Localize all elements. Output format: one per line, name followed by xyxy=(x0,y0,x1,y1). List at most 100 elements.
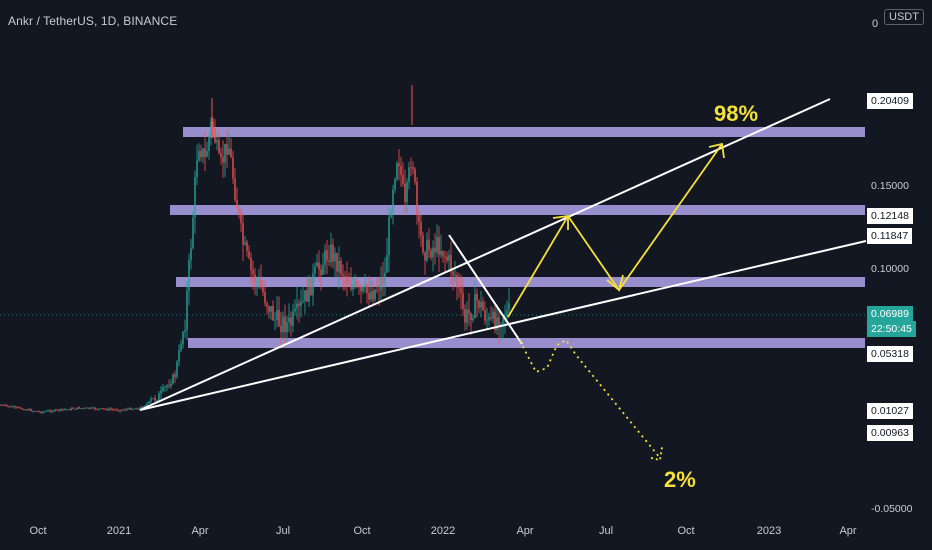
trendline-upper[interactable] xyxy=(139,98,831,411)
trendline-lower[interactable] xyxy=(139,240,867,411)
candle-body xyxy=(26,409,28,411)
candle-body xyxy=(220,152,222,158)
last-price-label: 0.06989 xyxy=(867,306,913,322)
candle-body xyxy=(54,409,56,412)
candle-body xyxy=(222,157,224,163)
support-zone-2[interactable] xyxy=(188,338,865,348)
candle-body xyxy=(216,140,218,143)
candle-body xyxy=(466,309,468,323)
candle-body xyxy=(476,293,478,301)
candle-body xyxy=(502,317,504,324)
candle-body xyxy=(360,286,362,292)
candle-body xyxy=(334,252,336,262)
support-zone-1[interactable] xyxy=(176,277,865,287)
candle-body xyxy=(426,239,428,261)
candle-body xyxy=(414,169,416,182)
resistance-zone-top[interactable] xyxy=(183,127,865,137)
time-axis-label: Jul xyxy=(275,525,291,537)
candle-body xyxy=(74,409,76,410)
candle-body xyxy=(294,308,296,312)
candle-body xyxy=(350,284,352,290)
countdown-label: 22:50:45 xyxy=(867,321,916,337)
candle-body xyxy=(416,181,418,215)
candle-body xyxy=(4,405,6,406)
candle-body xyxy=(328,260,330,262)
candle-body xyxy=(272,306,274,321)
bearish-arrowhead xyxy=(650,446,663,462)
candle-body xyxy=(66,409,68,411)
candle-body xyxy=(460,288,462,294)
candle-body xyxy=(366,284,368,293)
candle-body xyxy=(14,406,16,408)
candle-body xyxy=(40,411,42,413)
candle-body xyxy=(18,407,20,409)
candle-body xyxy=(312,273,314,296)
candle-body xyxy=(134,408,136,410)
bullish-projection-path[interactable] xyxy=(507,143,723,318)
candle-body xyxy=(164,387,166,388)
candle-body xyxy=(48,410,50,412)
symbol-title: Ankr / TetherUS, 1D, BINANCE xyxy=(8,14,178,28)
candle-body xyxy=(444,256,446,258)
candle-body xyxy=(480,301,482,308)
candle-body xyxy=(106,409,108,411)
candle-body xyxy=(454,275,456,276)
candle-body xyxy=(108,408,110,411)
candle-body xyxy=(260,279,262,288)
candle-body xyxy=(318,262,320,270)
candle-body xyxy=(304,290,306,301)
candle-body xyxy=(306,290,308,302)
time-axis-label: Jul xyxy=(598,525,614,537)
downside-annotation: 2% xyxy=(664,467,696,492)
candle-body xyxy=(348,283,350,285)
candle-body xyxy=(280,325,282,333)
candle-body xyxy=(144,405,146,407)
candle-body xyxy=(0,405,2,406)
candle-body xyxy=(378,290,380,291)
candle-body xyxy=(124,409,126,411)
candle-body xyxy=(352,284,354,290)
time-axis-label: 2023 xyxy=(756,525,782,537)
trendline-short-down[interactable] xyxy=(448,234,523,345)
currency-badge[interactable]: USDT xyxy=(884,9,924,25)
time-axis-label: 2022 xyxy=(430,525,456,537)
candle-body xyxy=(302,300,304,302)
candle-body xyxy=(396,163,398,180)
candle-body xyxy=(212,121,214,128)
candle-body xyxy=(300,301,302,306)
candle-body xyxy=(84,407,86,409)
candle-body xyxy=(474,293,476,319)
candle-body xyxy=(314,266,316,274)
candle-body xyxy=(34,410,36,412)
candle-body xyxy=(2,405,4,406)
candle-body xyxy=(174,374,176,377)
candle-body xyxy=(436,237,438,253)
candle-body xyxy=(376,289,378,291)
candle-body xyxy=(102,408,104,410)
candle-body xyxy=(16,406,18,408)
resistance-zone-2[interactable] xyxy=(170,205,865,215)
candle-body xyxy=(162,387,164,391)
candle-body xyxy=(450,255,452,272)
candle-body xyxy=(402,175,404,184)
candle-body xyxy=(264,292,266,304)
candle-body xyxy=(270,306,272,312)
candle-body xyxy=(168,385,170,387)
candle-body xyxy=(326,250,328,261)
price-label: 0.12148 xyxy=(867,208,913,224)
candle-body xyxy=(400,166,402,176)
candle-body xyxy=(58,409,60,411)
candle-body xyxy=(338,260,340,272)
candle-body xyxy=(394,179,396,190)
candle-body xyxy=(22,409,24,410)
bearish-projection-path[interactable] xyxy=(519,338,661,459)
candle-body xyxy=(194,177,196,218)
candle-body xyxy=(410,167,412,169)
candle-body xyxy=(86,407,88,409)
time-axis-label: Oct xyxy=(677,525,695,537)
candle-body xyxy=(310,278,312,296)
candle-body xyxy=(288,317,290,323)
candle-body xyxy=(442,250,444,257)
